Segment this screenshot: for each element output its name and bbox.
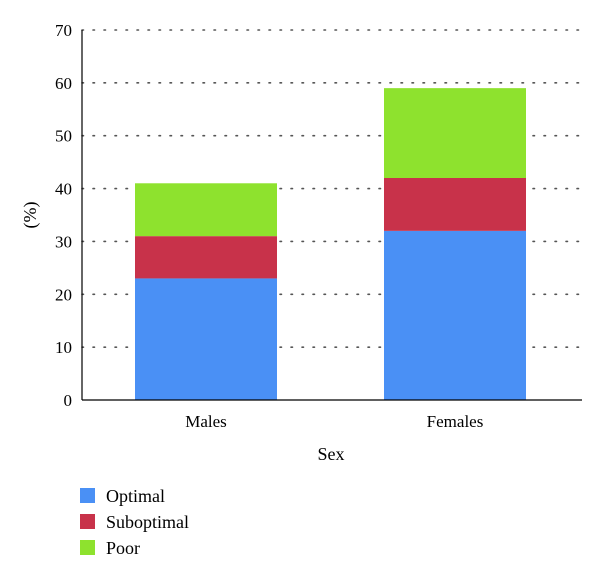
y-tick-label: 50 [55, 127, 72, 146]
x-tick-label: Females [427, 412, 484, 431]
y-tick-label: 70 [55, 21, 72, 40]
bar-segment-optimal [135, 278, 277, 400]
y-tick-label: 10 [55, 338, 72, 357]
bar-segment-poor [135, 183, 277, 237]
y-tick-label: 20 [55, 285, 72, 304]
axes [81, 30, 582, 401]
bar-segment-poor [384, 88, 526, 178]
y-tick-label: 30 [55, 232, 72, 251]
x-axis-title: Sex [318, 444, 345, 464]
legend: Optimal Suboptimal Poor [80, 486, 189, 558]
bar-segment-suboptimal [384, 178, 526, 231]
legend-label: Poor [106, 538, 140, 558]
x-tick-labels: Males Females [185, 412, 483, 431]
y-tick-label: 0 [64, 391, 73, 410]
y-tick-label: 60 [55, 74, 72, 93]
bars [135, 88, 526, 400]
legend-label: Optimal [106, 486, 165, 506]
y-axis-title: (%) [20, 202, 41, 229]
legend-label: Suboptimal [106, 512, 189, 532]
bar-segment-optimal [384, 230, 526, 400]
y-tick-label: 40 [55, 180, 72, 199]
x-tick-label: Males [185, 412, 227, 431]
legend-swatch [80, 514, 95, 529]
y-tick-labels: 0 10 20 30 40 50 60 70 [55, 21, 72, 410]
legend-swatch [80, 488, 95, 503]
legend-swatch [80, 540, 95, 555]
bar-segment-suboptimal [135, 236, 277, 279]
